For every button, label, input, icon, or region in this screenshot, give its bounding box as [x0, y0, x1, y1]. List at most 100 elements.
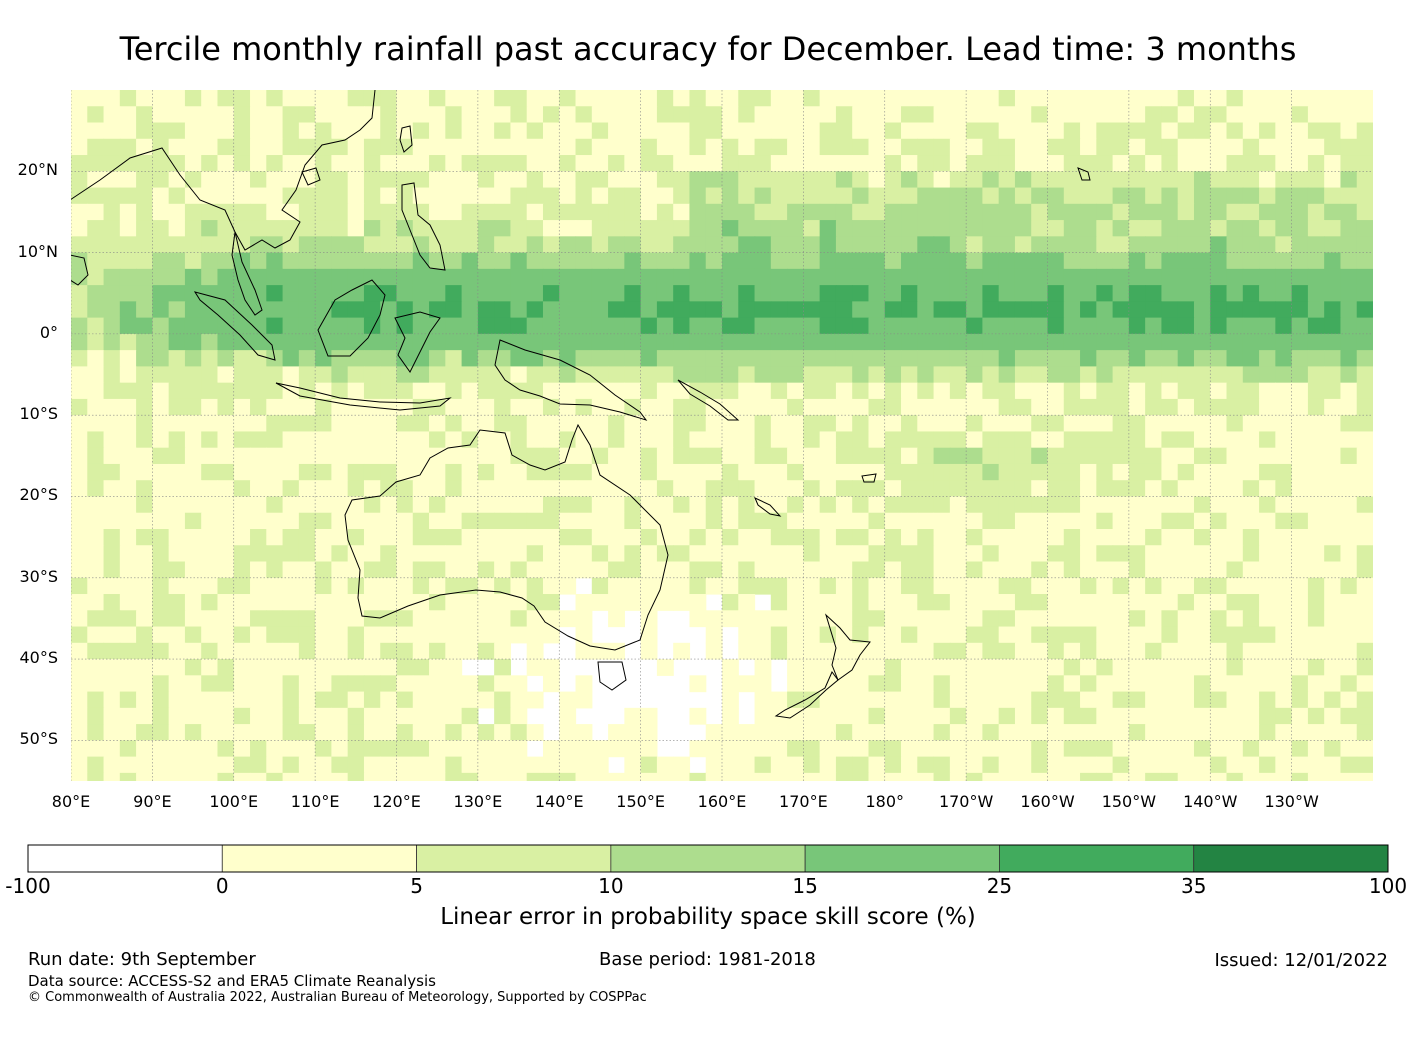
skill-cell [477, 398, 495, 416]
skill-cell [884, 366, 902, 384]
skill-cell [787, 594, 804, 611]
skill-cell [591, 594, 609, 611]
skill-cell [1193, 366, 1211, 384]
skill-cell [722, 90, 739, 107]
skill-cell [982, 333, 1000, 351]
skill-cell [542, 333, 560, 351]
skill-cell [1112, 220, 1130, 237]
skill-cell [1112, 740, 1130, 758]
skill-cell [722, 171, 739, 189]
skill-cell [201, 268, 219, 286]
skill-cell [1014, 659, 1032, 676]
skill-cell [1242, 317, 1260, 335]
skill-cell [1080, 707, 1097, 725]
skill-cell [591, 463, 609, 481]
skill-cell [1356, 122, 1373, 140]
skill-cell [477, 626, 495, 644]
skill-cell [1031, 106, 1049, 124]
skill-cell [526, 122, 544, 140]
skill-cell [250, 333, 267, 351]
skill-cell [754, 220, 772, 237]
skill-cell [119, 155, 137, 172]
skill-cell [526, 415, 544, 433]
skill-cell [152, 496, 170, 514]
skill-cell [966, 724, 983, 741]
skill-cell [1242, 252, 1260, 270]
skill-cell [1112, 463, 1130, 481]
skill-cell [673, 415, 691, 433]
skill-cell [298, 594, 316, 611]
skill-cell [1226, 252, 1244, 270]
skill-cell [754, 512, 772, 530]
skill-cell [298, 512, 316, 530]
skill-cell [184, 594, 202, 611]
skill-cell [770, 610, 788, 628]
skill-cell [608, 496, 625, 514]
skill-cell [1193, 772, 1211, 781]
skill-cell [819, 480, 837, 498]
skill-cell [347, 463, 365, 481]
skill-cell [282, 187, 300, 205]
skill-cell [1291, 90, 1309, 107]
skill-cell [1014, 545, 1032, 563]
skill-cell [494, 642, 512, 660]
skill-cell [461, 203, 479, 221]
skill-cell [575, 772, 593, 781]
skill-cell [119, 90, 137, 107]
skill-cell [868, 203, 886, 221]
skill-cell [1177, 707, 1195, 725]
skill-cell [510, 561, 528, 579]
skill-cell [1128, 740, 1146, 758]
skill-cell [640, 610, 658, 628]
skill-cell [542, 268, 560, 286]
skill-cell [608, 528, 625, 546]
skill-cell [608, 301, 625, 319]
skill-cell [526, 187, 544, 205]
skill-cell [266, 626, 284, 644]
skill-cell [201, 545, 219, 563]
skill-cell [1340, 707, 1358, 725]
colorbar-tick-label: 5 [410, 874, 423, 898]
skill-cell [1226, 90, 1244, 107]
skill-cell [770, 431, 788, 449]
skill-cell [754, 756, 772, 774]
skill-cell [1112, 203, 1130, 221]
skill-cell [217, 675, 235, 693]
skill-cell [347, 675, 365, 693]
skill-cell [1128, 496, 1146, 514]
skill-cell [1226, 187, 1244, 205]
skill-cell [787, 252, 804, 270]
skill-cell [477, 561, 495, 579]
skill-cell [835, 740, 853, 758]
skill-cell [738, 268, 756, 286]
skill-cell [1161, 398, 1179, 416]
skill-cell [1356, 577, 1373, 595]
skill-cell [1096, 382, 1114, 400]
skill-cell [787, 350, 804, 367]
skill-cell [103, 561, 121, 579]
skill-cell [1145, 577, 1163, 595]
skill-cell [380, 740, 398, 758]
skill-cell [184, 301, 202, 319]
skill-cell [168, 398, 186, 416]
colorbar-tick-label: 0 [215, 874, 229, 898]
skill-cell [754, 691, 772, 709]
skill-cell [331, 772, 349, 781]
skill-cell [998, 545, 1016, 563]
latitude-label: 10°N [17, 241, 58, 261]
skill-cell [266, 724, 284, 741]
skill-cell [1193, 463, 1211, 481]
skill-cell [298, 350, 316, 367]
skill-cell [966, 350, 983, 367]
skill-cell [982, 707, 1000, 725]
skill-cell [624, 171, 642, 189]
skill-cell [250, 675, 267, 693]
skill-cell [168, 707, 186, 725]
skill-cell [250, 366, 267, 384]
skill-cell [933, 431, 951, 449]
skill-cell [510, 577, 528, 595]
skill-cell [1340, 398, 1358, 416]
skill-cell [510, 512, 528, 530]
skill-cell [722, 659, 739, 676]
skill-cell [982, 236, 1000, 254]
